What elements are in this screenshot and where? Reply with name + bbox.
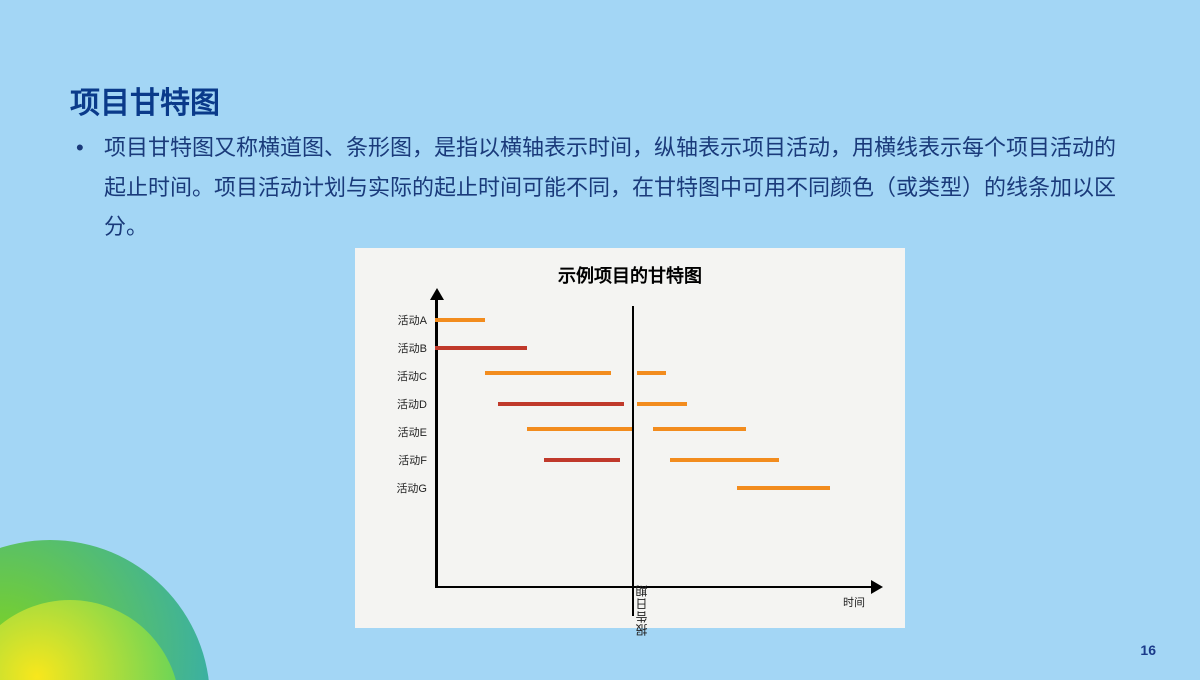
- now-line-label: 报告日期: [636, 584, 649, 636]
- x-axis: [435, 586, 875, 589]
- gantt-bar: [653, 427, 745, 431]
- gantt-bar: [637, 402, 687, 406]
- slide-body: • 项目甘特图又称横道图、条形图，是指以横轴表示时间，纵轴表示项目活动，用横线表…: [70, 128, 1130, 247]
- gantt-chart: 示例项目的甘特图 时间 报告日期 活动A活动B活动C活动D活动E活动F活动G: [355, 248, 905, 628]
- activity-label: 活动A: [377, 312, 427, 328]
- gantt-bar: [485, 371, 611, 375]
- gantt-bar: [544, 458, 620, 462]
- activity-label: 活动E: [377, 424, 427, 440]
- y-axis: [435, 296, 438, 588]
- bullet-marker: •: [70, 128, 104, 247]
- gantt-bar: [498, 402, 624, 406]
- bullet-item: • 项目甘特图又称横道图、条形图，是指以横轴表示时间，纵轴表示项目活动，用横线表…: [70, 128, 1130, 247]
- bullet-text: 项目甘特图又称横道图、条形图，是指以横轴表示时间，纵轴表示项目活动，用横线表示每…: [104, 128, 1130, 247]
- gantt-bar: [637, 371, 666, 375]
- activity-label: 活动G: [377, 480, 427, 496]
- chart-title: 示例项目的甘特图: [355, 262, 905, 288]
- y-axis-arrow-icon: [430, 288, 444, 300]
- gantt-bar: [527, 427, 632, 431]
- now-line: [632, 306, 634, 616]
- gantt-bar: [435, 346, 527, 350]
- slide-title: 项目甘特图: [70, 78, 220, 122]
- slide: 项目甘特图 • 项目甘特图又称横道图、条形图，是指以横轴表示时间，纵轴表示项目活…: [0, 0, 1200, 680]
- page-number: 16: [1140, 642, 1156, 658]
- gantt-bar: [670, 458, 779, 462]
- x-axis-label: 时间: [843, 594, 865, 610]
- activity-label: 活动D: [377, 396, 427, 412]
- activity-label: 活动B: [377, 340, 427, 356]
- gantt-bar: [737, 486, 829, 490]
- activity-label: 活动C: [377, 368, 427, 384]
- gantt-bar: [435, 318, 485, 322]
- x-axis-arrow-icon: [871, 580, 883, 594]
- activity-label: 活动F: [377, 452, 427, 468]
